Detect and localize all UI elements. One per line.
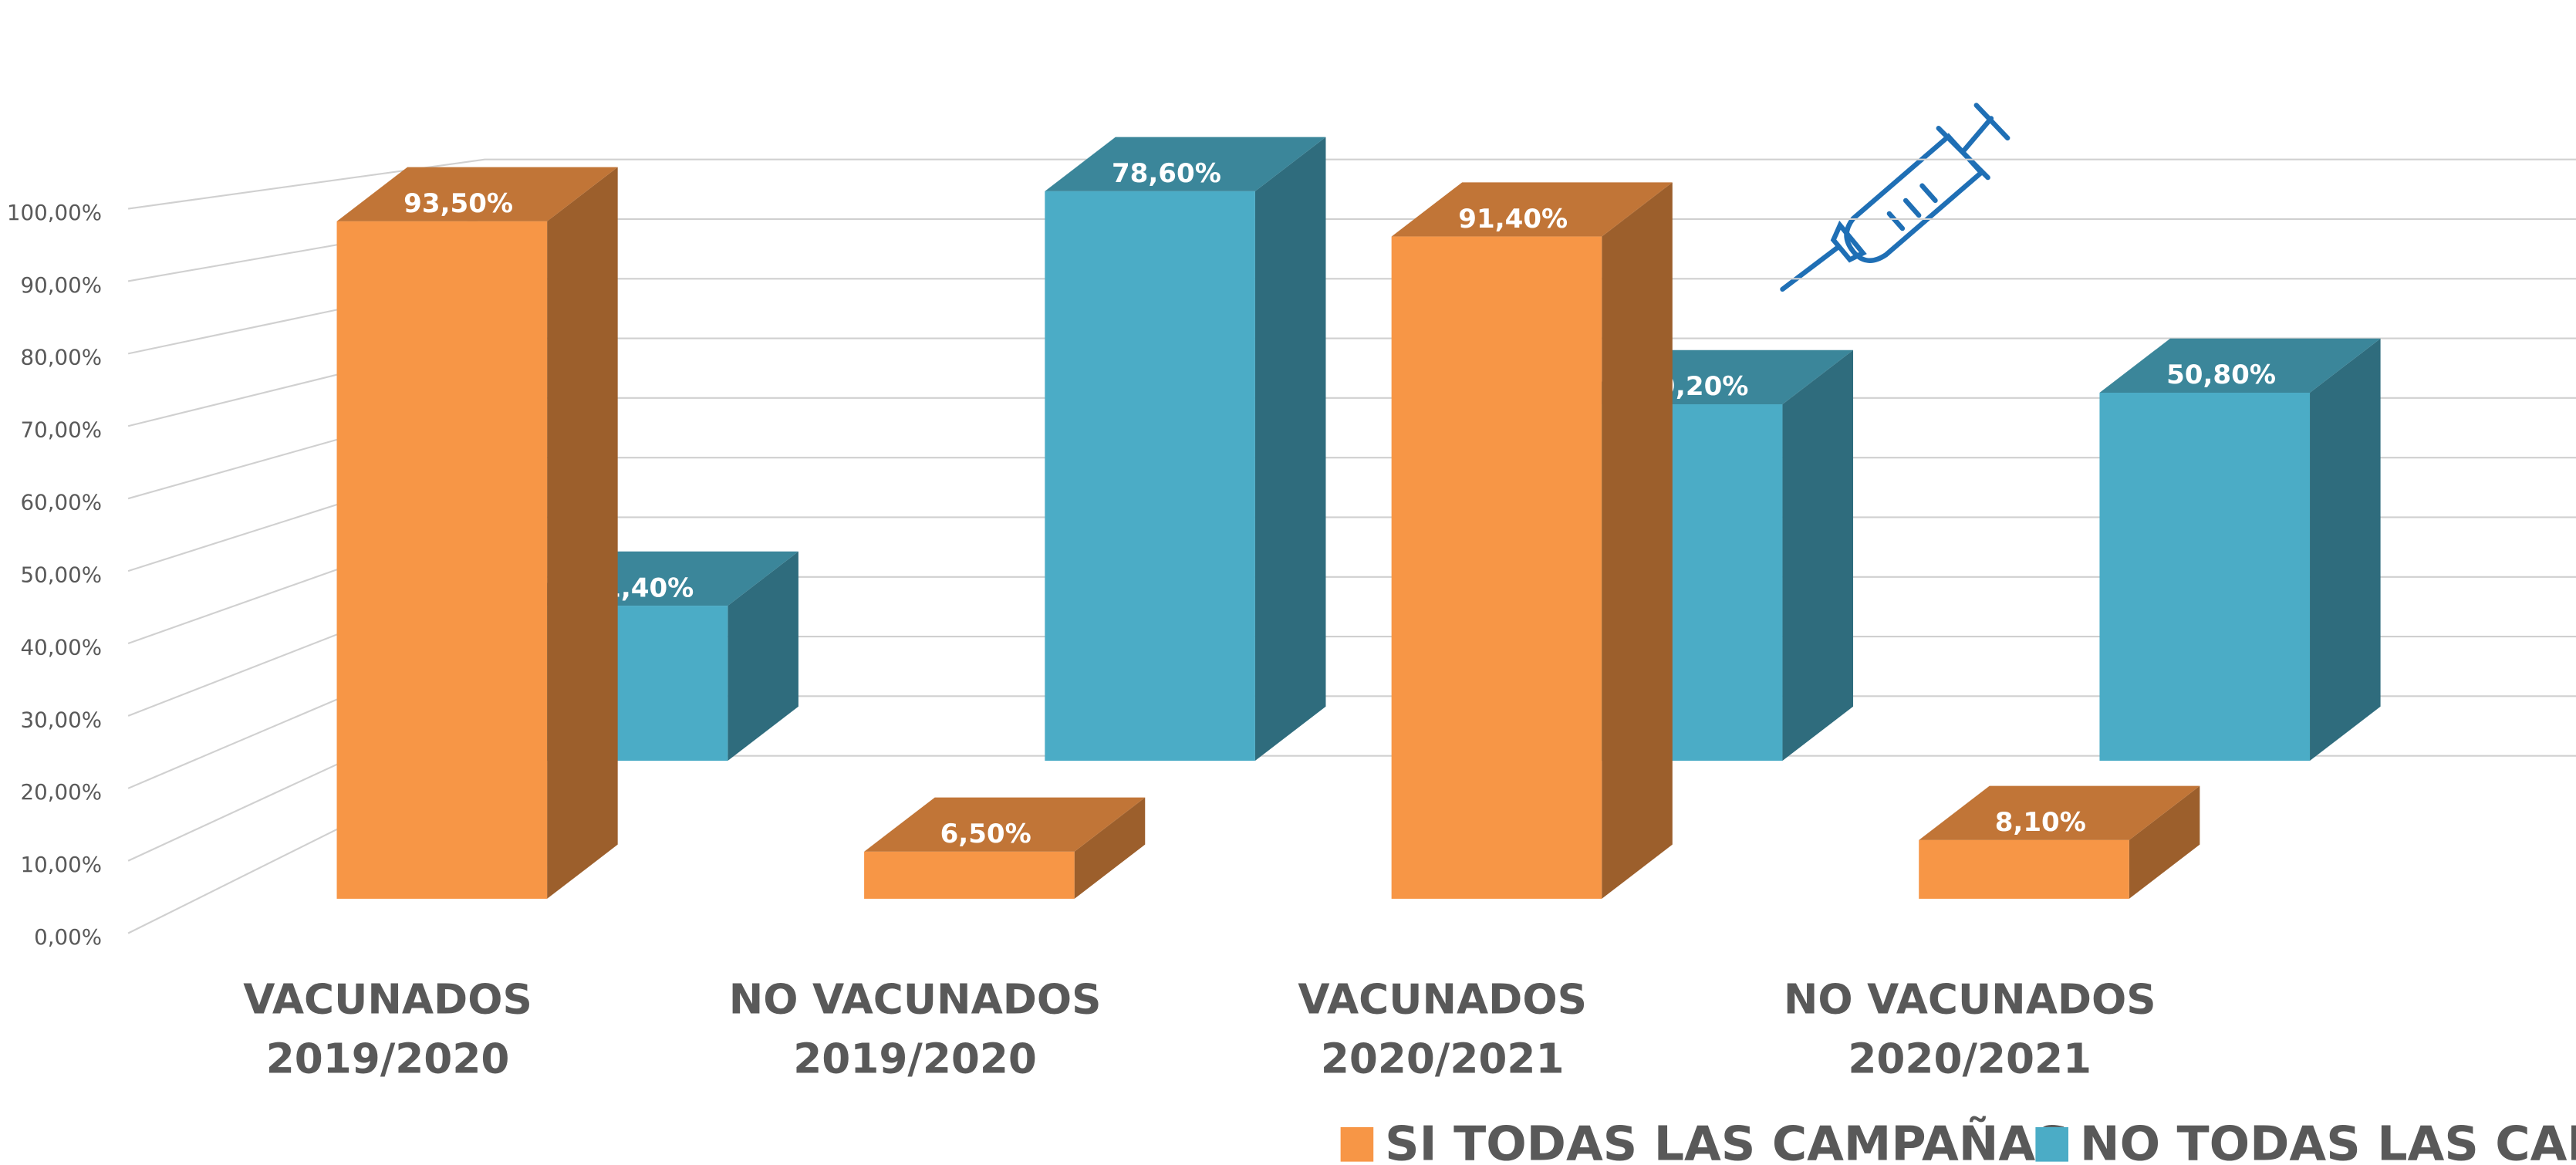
x-tick-label: 2020/2021 [1848,1035,2092,1082]
x-tick-label: NO VACUNADOS [729,976,1102,1024]
bar [1391,236,1602,899]
y-tick-label: 60,00% [21,490,103,515]
bar-side [1074,797,1146,899]
bar-side [1602,182,1673,899]
bar-3d: 93,50% [336,167,618,899]
bar-side [2310,338,2381,761]
bar-side [2129,785,2200,899]
y-tick-label: 100,00% [7,200,102,225]
data-label: 78,60% [1112,158,1221,189]
bar-top [864,797,1146,852]
x-tick-label: VACUNADOS [243,976,532,1024]
bar-3d: 6,50% [864,797,1146,899]
x-tick-label: 2019/2020 [266,1035,510,1082]
bar [2099,392,2311,761]
x-tick-label: VACUNADOS [1298,976,1587,1024]
legend-swatch [1340,1126,1374,1162]
bar-side [728,551,798,761]
bar-3d: 78,60% [1045,137,1326,761]
legend-swatch [2035,1126,2068,1162]
y-tick-label: 10,00% [21,852,103,877]
data-label: 6,50% [940,819,1031,849]
syringe-icon [1780,103,2010,292]
data-label: 93,50% [403,188,513,219]
bar-3d: 50,80% [2099,338,2381,761]
y-tick-label: 30,00% [21,707,103,732]
y-tick-label: 90,00% [21,272,103,298]
y-tick-label: 20,00% [21,779,103,805]
bar-3d: 8,10% [1919,785,2200,899]
data-label: 91,40% [1458,204,1568,235]
x-tick-label: 2019/2020 [793,1035,1037,1082]
y-tick-label: 40,00% [21,634,103,660]
bar-side [1782,350,1854,761]
bar-3d: 91,40% [1391,182,1673,899]
x-tick-label: NO VACUNADOS [1784,976,2156,1024]
bar-top [1045,137,1326,191]
bar-top [1919,785,2200,840]
bar [336,221,548,899]
x-tick-label: 2020/2021 [1321,1035,1565,1082]
y-tick-label: 50,00% [21,562,103,587]
data-label: 50,80% [2166,360,2276,390]
bar [864,851,1075,899]
bar-top [336,167,618,221]
bar-top [1391,182,1673,237]
data-label: 8,10% [1995,807,2086,838]
legend-label: SI TODAS LAS CAMPAÑAS [1385,1116,2070,1165]
y-tick-label: 70,00% [21,417,103,443]
grid-line [127,158,2576,210]
bar [1919,839,2129,899]
bar-top [2099,338,2381,393]
bar-side [547,167,618,899]
bar-side [1254,137,1326,761]
bar [1045,191,1255,761]
legend-label: NO TODAS LAS CAMPAÑAS [2080,1116,2576,1165]
y-tick-label: 0,00% [34,924,102,950]
y-tick-label: 80,00% [21,345,103,370]
